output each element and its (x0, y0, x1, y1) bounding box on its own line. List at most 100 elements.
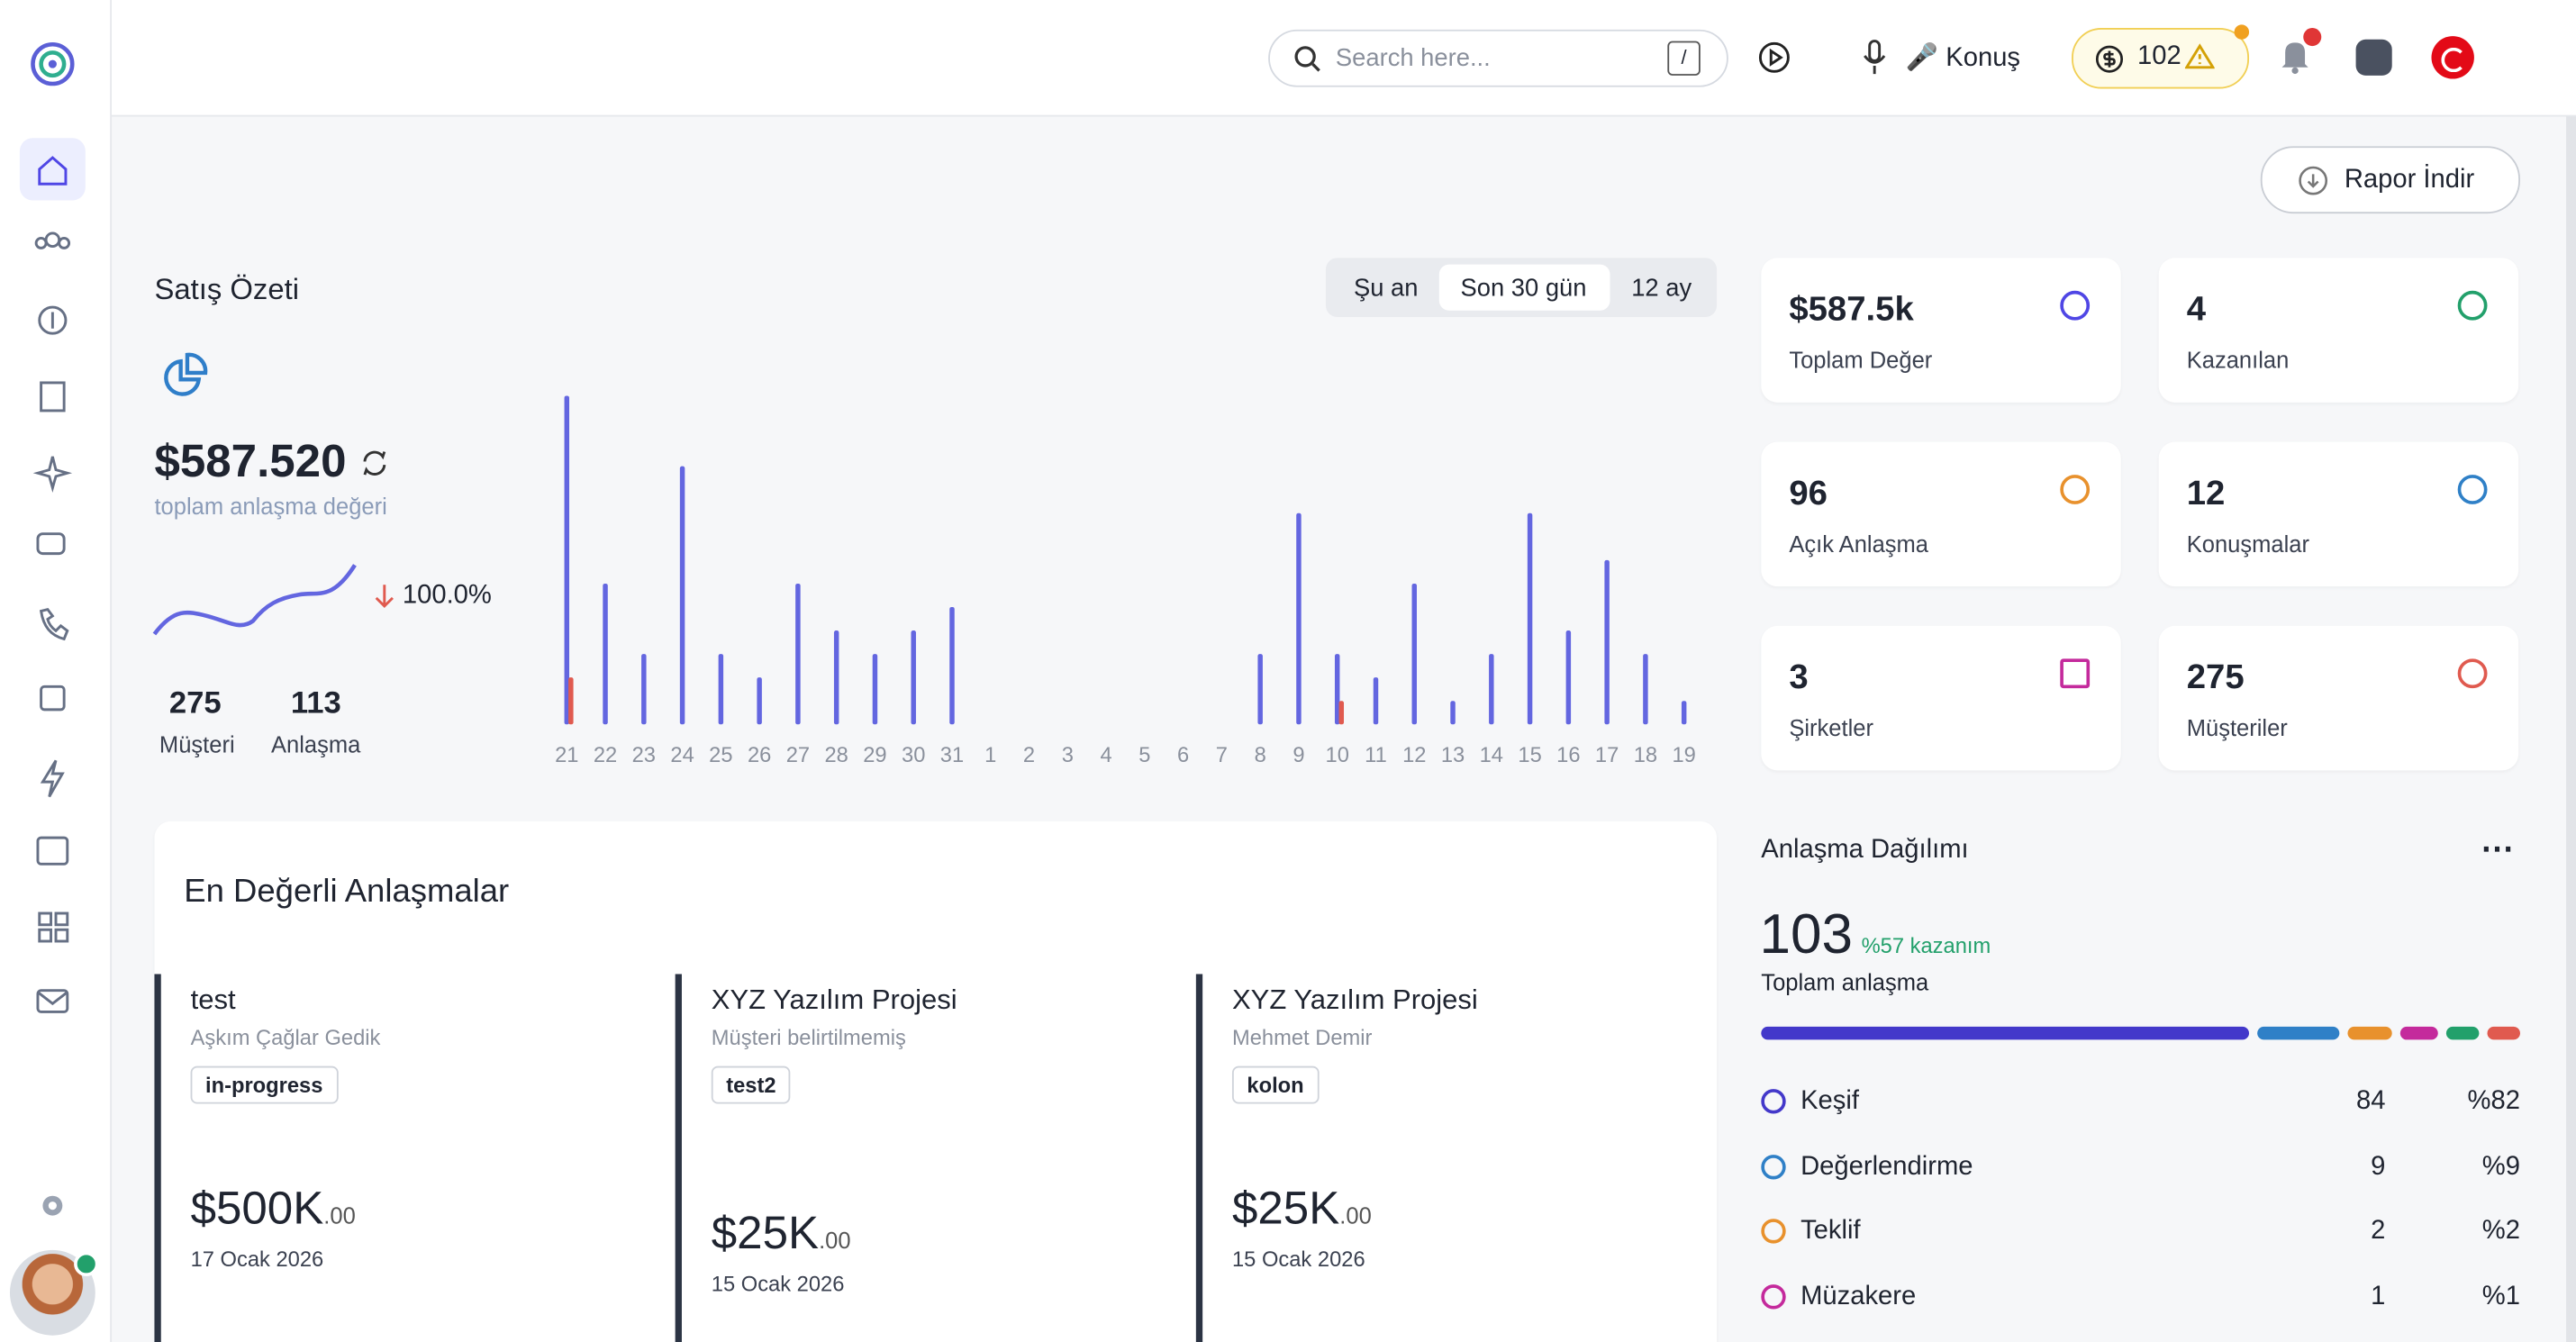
bar (757, 677, 762, 725)
status-name: Değerlendirme (1800, 1152, 1973, 1181)
period-option[interactable]: Şu an (1353, 274, 1419, 303)
bar (679, 466, 685, 725)
bar (568, 677, 574, 725)
status-count: 1 (2371, 1282, 2386, 1310)
deal-amount: $25K.00 (1232, 1183, 1372, 1235)
bar (1373, 677, 1379, 725)
deal-card: XYZ Yazılım Projesi Müşteri belirtilmemiş… (675, 974, 1158, 1342)
deals-count: 113 (290, 686, 341, 721)
nav-home[interactable] (19, 138, 86, 201)
bar (872, 654, 878, 725)
bar (1338, 701, 1345, 725)
x-tick-label: 6 (1177, 744, 1189, 767)
x-tick-label: 9 (1293, 744, 1304, 767)
deal-amount: $25K.00 (712, 1207, 851, 1259)
x-tick-label: 2 (1023, 744, 1035, 767)
search-shortcut: / (1667, 41, 1701, 76)
deal-amount-cents: .00 (1339, 1201, 1372, 1229)
stat-label: Kazanılan (2186, 346, 2290, 373)
deal-name: XYZ Yazılım Projesi (1231, 984, 1478, 1016)
search-placeholder: Search here... (1335, 44, 1491, 73)
period-option-active[interactable] (1438, 264, 1610, 311)
bar (1296, 512, 1302, 725)
status-pct: %9 (2481, 1152, 2520, 1181)
status-pct: %2 (2481, 1217, 2520, 1246)
distribution-segment (2257, 1026, 2340, 1040)
bar (1643, 654, 1648, 725)
period-option[interactable]: Son 30 gün (1460, 274, 1587, 303)
distribution-segment (2347, 1026, 2392, 1040)
status-name: Keşif (1800, 1087, 1859, 1116)
settings-icon (42, 1195, 63, 1216)
x-tick-label: 7 (1216, 744, 1228, 767)
deal-amount-main: $500K (190, 1183, 324, 1234)
stat-value: 4 (2186, 290, 2207, 329)
search-icon (1294, 46, 1320, 72)
sales-total: $587.520 (154, 435, 347, 486)
search-box[interactable]: Search here... / (1268, 29, 1728, 87)
sales-total-caption: toplam anlaşma değeri (154, 493, 387, 520)
bar (1565, 630, 1572, 725)
stat-icon (2060, 658, 2091, 689)
stat-card: 3 Şirketler (1761, 625, 2121, 771)
deal-contact: Mehmet Demir (1231, 1025, 1373, 1050)
credits-pill[interactable]: 102 (2072, 28, 2250, 89)
stat-label: Toplam Değer (1789, 346, 1933, 373)
stat-value: $587.5k (1789, 290, 1914, 329)
x-tick-label: 25 (709, 744, 732, 767)
deal-amount-cents: .00 (819, 1227, 851, 1254)
report-button[interactable]: Rapor İndir (2260, 146, 2520, 214)
sidebar (0, 0, 113, 1342)
distribution-row: Değerlendirme 9 %9 (1761, 1149, 2520, 1189)
deal-amount-main: $25K (711, 1207, 820, 1258)
play-icon[interactable] (1758, 41, 1791, 74)
x-tick-label: 5 (1138, 744, 1150, 767)
deal-date: 15 Ocak 2026 (711, 1271, 845, 1296)
period-switch: Şu an Son 30 gün 12 ay (1325, 258, 1718, 317)
report-label: Rapor İndir (2344, 166, 2475, 195)
x-tick-label: 4 (1100, 744, 1111, 767)
coin-icon (2095, 45, 2124, 73)
stat-label: Açık Anlaşma (1789, 530, 1929, 558)
deal-tag: in-progress (190, 1065, 338, 1104)
bar-chart: 21 22 23 24 25 26 27 28 29 30 31 1 2 3 4 5 6 7 8 9 10 11 12 13 1… (555, 395, 1696, 767)
bar (1489, 654, 1494, 725)
bar (795, 583, 801, 725)
refresh-icon[interactable] (359, 449, 389, 478)
app-icon[interactable] (2355, 39, 2392, 76)
bar (1604, 559, 1610, 725)
stat-value: 3 (1789, 658, 1809, 697)
distribution-title: Anlaşma Dağılımı (1761, 836, 1969, 865)
x-tick-label: 23 (632, 744, 656, 767)
logo (31, 41, 75, 86)
deal-date: 17 Ocak 2026 (190, 1247, 324, 1272)
period-option[interactable]: 12 ay (1631, 274, 1692, 303)
bar (1334, 654, 1340, 725)
bar (911, 630, 916, 725)
sparkline (152, 564, 357, 636)
bell-icon[interactable] (2279, 38, 2311, 75)
deal-amount: $500K.00 (191, 1183, 356, 1235)
language-flag[interactable] (2431, 36, 2474, 79)
scrollbar (2566, 116, 2576, 1342)
bar (949, 607, 955, 725)
distribution-segment-other (2445, 1026, 2480, 1040)
x-tick-label: 14 (1480, 744, 1503, 767)
stat-card: 275 Müşteriler (2158, 625, 2519, 771)
customers-count: 275 (168, 686, 222, 721)
stat-card: 96 Açık Anlaşma (1761, 441, 2121, 587)
bar (603, 583, 608, 725)
flag-crescent (2441, 47, 2466, 73)
deal-name: XYZ Yazılım Projesi (711, 984, 957, 1016)
x-tick-label: 30 (902, 744, 925, 767)
x-tick-label: 27 (786, 744, 810, 767)
status-name: Müzakere (1800, 1282, 1917, 1310)
mic-icon (1864, 40, 1886, 75)
more-button[interactable]: ⋯ (2481, 830, 2516, 867)
x-tick-label: 21 (555, 744, 578, 767)
status-dot (1761, 1154, 1786, 1179)
voice-button[interactable]: 🎤 Konuş (1905, 44, 2021, 73)
pie-icon (164, 352, 208, 396)
deal-name: test (190, 984, 236, 1016)
